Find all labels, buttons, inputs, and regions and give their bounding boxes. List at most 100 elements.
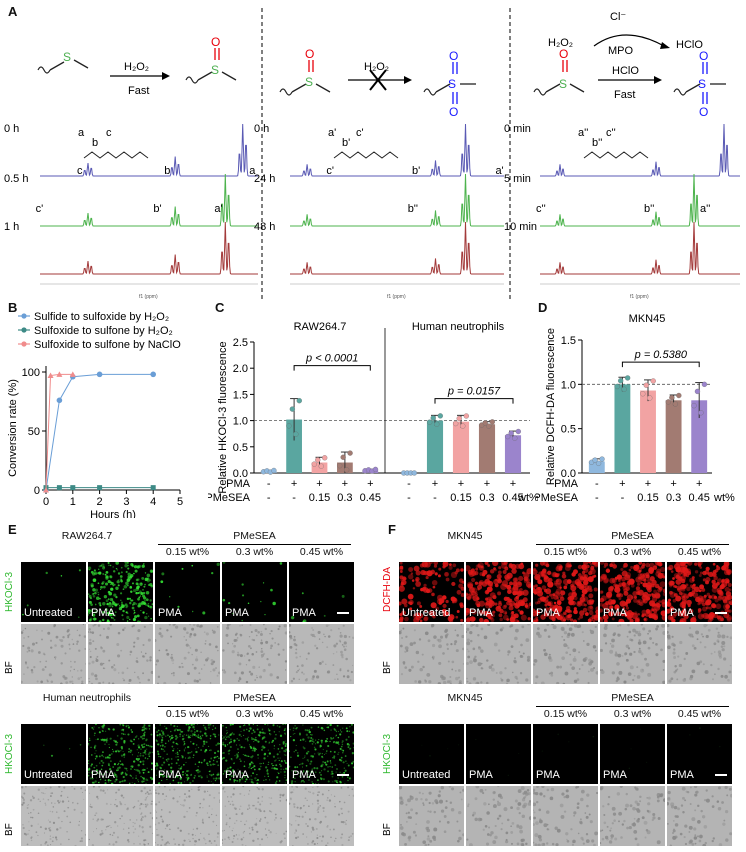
micrograph: PMA xyxy=(533,562,598,622)
replicate-point xyxy=(482,420,488,426)
bar xyxy=(691,400,708,473)
p-value: p < 0.0001 xyxy=(305,353,358,365)
peak-label: b xyxy=(164,165,170,177)
replicate-point xyxy=(430,415,436,421)
replicate-point xyxy=(676,392,682,399)
panel-e-label: E xyxy=(8,522,17,537)
time-label: 1 h xyxy=(4,221,19,233)
grid-title: MKN45 xyxy=(447,692,483,704)
panel-f-label: F xyxy=(388,522,396,537)
nmr-trace xyxy=(290,221,504,275)
bar xyxy=(614,384,631,473)
condition-label: PMA xyxy=(670,607,694,619)
concentration-label: 0.45 wt% xyxy=(677,546,722,558)
condition-text: Fast xyxy=(128,85,149,97)
structure-label: a xyxy=(78,127,85,139)
row-label: PMA xyxy=(554,478,579,490)
panel-d-label: D xyxy=(538,300,548,315)
condition-label: Untreated xyxy=(24,607,73,619)
condition-label: PMA xyxy=(292,769,316,781)
legend-entry: Sulfoxide to sulfone by NaClO xyxy=(34,339,181,351)
concentration-label: 0.15 wt% xyxy=(543,546,588,558)
nmr-spectra: 0 h0.5 h1 hf1 (ppm)c b ac' b' a'abc 0 h24 h48… xyxy=(4,123,740,300)
svg-text:HClO: HClO xyxy=(676,39,703,51)
condition-label: PMA xyxy=(603,769,627,781)
condition-label: PMA xyxy=(670,769,694,781)
micrograph: PMA xyxy=(222,724,287,784)
micrograph: PMA xyxy=(289,724,354,784)
micrograph xyxy=(155,786,220,846)
structure-label: a'' xyxy=(578,127,588,139)
svg-text:Fast: Fast xyxy=(614,89,635,101)
replicate-point xyxy=(437,413,443,419)
structure-label: c' xyxy=(356,127,364,139)
y-tick-label: 100 xyxy=(22,367,40,379)
pmesea-conc: 0.15 xyxy=(450,492,471,504)
micrograph xyxy=(399,786,464,846)
time-label: 0.5 h xyxy=(4,173,28,185)
pma-sign: - xyxy=(595,478,599,490)
pmesea-conc: 0.45 xyxy=(688,492,709,504)
pma-sign: + xyxy=(316,478,322,490)
replicate-point xyxy=(599,456,605,462)
micrograph xyxy=(466,624,531,684)
replicate-point xyxy=(665,399,672,405)
row-stain-label: HKOCl-3 xyxy=(382,733,393,774)
y-tick-label: 2.0 xyxy=(233,363,248,375)
row-stain-label: HKOCl-3 xyxy=(4,571,15,612)
sulfur-atom: S xyxy=(63,50,71,64)
bar xyxy=(478,424,496,473)
micrograph xyxy=(466,786,531,846)
micrograph: PMA xyxy=(155,724,220,784)
micrograph xyxy=(667,786,732,846)
pma-sign: + xyxy=(484,478,490,490)
group-title: Human neutrophils xyxy=(412,321,505,333)
pmesea-conc: - xyxy=(595,492,599,504)
micrograph: PMA xyxy=(88,562,153,622)
nmr-trace xyxy=(540,173,740,227)
group-line xyxy=(158,544,351,545)
micrograph: PMA xyxy=(466,724,531,784)
replicate-point xyxy=(701,381,708,387)
micrograph: PMA xyxy=(222,562,287,622)
replicate-point xyxy=(411,470,417,476)
svg-text:MPO: MPO xyxy=(608,45,634,57)
pmesea-conc: 0.15 xyxy=(637,492,658,504)
y-tick-label: 0.0 xyxy=(233,468,248,480)
replicate-point xyxy=(672,401,678,407)
y-tick-label: 0.5 xyxy=(561,424,576,436)
replicate-point xyxy=(311,461,317,467)
data-point xyxy=(56,371,63,377)
replicate-point xyxy=(372,466,379,473)
scale-bar xyxy=(715,612,727,614)
micrograph xyxy=(222,786,287,846)
time-label: 0 h xyxy=(254,123,269,135)
row-stain-label: HKOCl-3 xyxy=(4,733,15,774)
bar xyxy=(588,461,605,473)
time-label: 0 h xyxy=(4,123,19,135)
svg-text:S: S xyxy=(211,63,219,77)
y-tick-label: 2.5 xyxy=(233,337,248,349)
pmesea-conc: 0.3 xyxy=(337,492,352,504)
grid-title: MKN45 xyxy=(447,530,483,542)
reaction-2: S O H₂O₂ S O O xyxy=(279,47,476,119)
row-label: PMA xyxy=(226,478,251,490)
micrograph xyxy=(600,786,665,846)
concentration-label: 0.3 wt% xyxy=(235,708,274,720)
replicate-point xyxy=(669,394,675,401)
group-header: PMeSEA xyxy=(233,530,276,542)
grid-title: RAW264.7 xyxy=(61,530,113,542)
replicate-point xyxy=(595,460,602,466)
svg-text:O: O xyxy=(449,105,458,119)
y-axis-label: Relative DCFH-DA fluorescence xyxy=(545,328,557,485)
replicate-point xyxy=(271,467,277,474)
concentration-label: 0.45 wt% xyxy=(299,546,344,558)
legend-marker xyxy=(21,313,27,319)
replicate-point xyxy=(286,423,292,429)
dcfh-chart: 0.0 0.5 1.0 1.5 MKN45 Relative DCFH-DA fluore… xyxy=(536,313,735,504)
bar xyxy=(426,420,444,473)
peak-label: a' xyxy=(214,203,222,215)
svg-text:HClO: HClO xyxy=(612,65,639,77)
replicate-point xyxy=(293,431,299,437)
pmesea-conc: 0.15 xyxy=(309,492,330,504)
